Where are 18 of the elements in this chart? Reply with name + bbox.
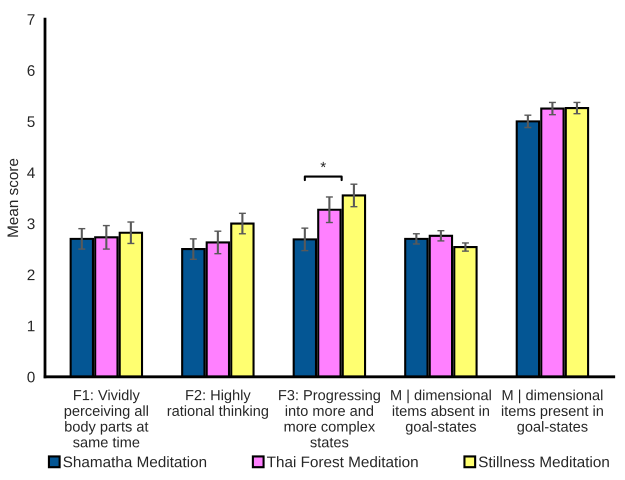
- x-tick-label: M | dimensional items absent in goal-states: [391, 390, 491, 435]
- y-axis-title: Mean score: [8, 158, 18, 237]
- y-tick-label: 7: [28, 14, 35, 25]
- legend-label: Shamatha Meditation: [63, 456, 206, 468]
- y-tick-label: 1: [28, 320, 35, 332]
- y-tick-label: 5: [27, 116, 35, 128]
- legend-label: Stillness Meditation: [478, 456, 609, 468]
- y-tick-label: 0: [27, 372, 35, 382]
- x-tick-label: F1: Vividly perceiving all body parts at same time: [64, 390, 148, 448]
- y-tick-label: 4: [27, 167, 35, 178]
- y-tick-label: 6: [28, 65, 35, 76]
- x-tick-label: F3: Progressing into more and more complex states: [279, 390, 380, 448]
- annotation: *: [320, 162, 326, 168]
- x-tick-label: F2: Highly rational thinking: [168, 390, 268, 419]
- y-tick-label: 2: [28, 269, 35, 280]
- legend-label: Thai Forest Meditation: [266, 456, 418, 468]
- y-tick-label: 3: [27, 218, 35, 230]
- x-tick-label: M | dimensional items present in goal-states: [502, 390, 603, 435]
